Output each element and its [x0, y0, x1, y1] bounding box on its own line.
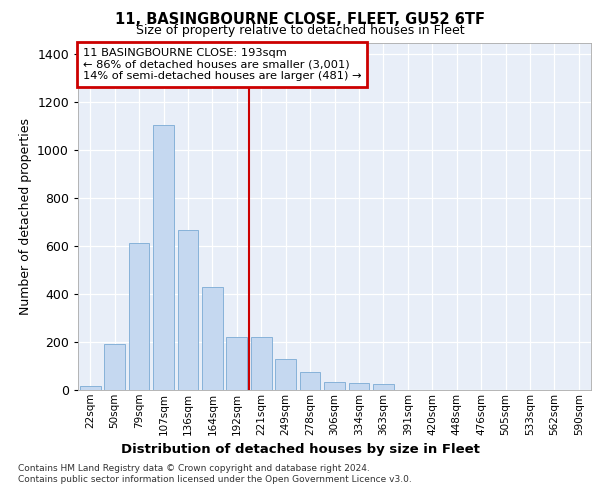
Bar [104, 344, 125, 390]
Text: Contains HM Land Registry data © Crown copyright and database right 2024.: Contains HM Land Registry data © Crown c… [18, 464, 370, 473]
Bar [202, 287, 223, 390]
Bar [226, 338, 247, 390]
Bar [153, 124, 174, 390]
Bar [128, 243, 149, 390]
Bar [178, 230, 199, 390]
Bar [324, 382, 345, 390]
Bar [275, 359, 296, 390]
Text: 11, BASINGBOURNE CLOSE, FLEET, GU52 6TF: 11, BASINGBOURNE CLOSE, FLEET, GU52 6TF [115, 12, 485, 28]
Text: Size of property relative to detached houses in Fleet: Size of property relative to detached ho… [136, 24, 464, 37]
Bar [373, 384, 394, 390]
Bar [349, 383, 370, 390]
Text: 11 BASINGBOURNE CLOSE: 193sqm
← 86% of detached houses are smaller (3,001)
14% o: 11 BASINGBOURNE CLOSE: 193sqm ← 86% of d… [83, 48, 362, 81]
Text: Contains public sector information licensed under the Open Government Licence v3: Contains public sector information licen… [18, 475, 412, 484]
Bar [299, 372, 320, 390]
Bar [80, 386, 101, 390]
Bar [251, 338, 272, 390]
Y-axis label: Number of detached properties: Number of detached properties [19, 118, 32, 315]
Text: Distribution of detached houses by size in Fleet: Distribution of detached houses by size … [121, 442, 479, 456]
